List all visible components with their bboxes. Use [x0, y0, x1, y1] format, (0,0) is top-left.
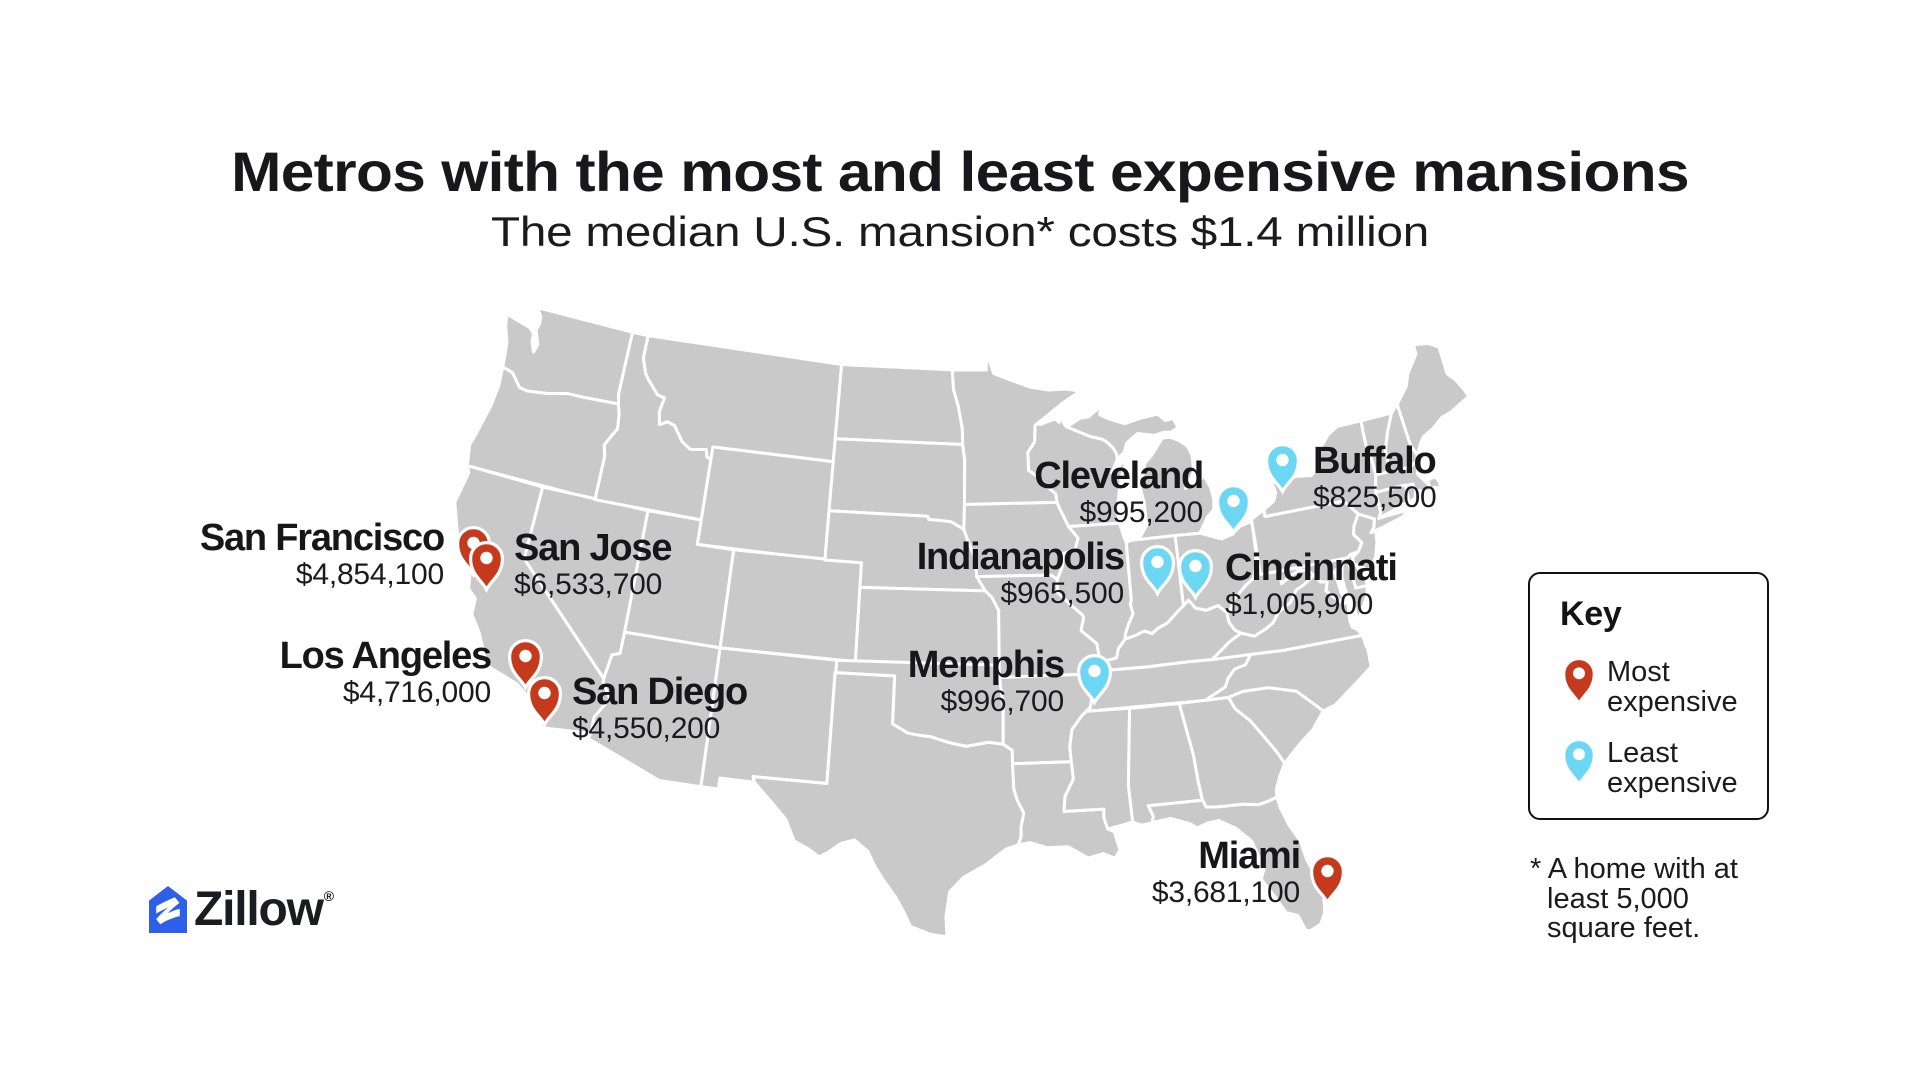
city-name: Memphis [907, 644, 1065, 686]
city-price: $1,005,900 [1225, 588, 1374, 621]
map-pin-buffalo [1264, 443, 1300, 496]
zillow-wordmark: Zillow [194, 883, 324, 936]
map-pin-san-diego [526, 676, 562, 729]
most-expensive-pin-icon [1562, 657, 1596, 708]
city-name: San Diego [572, 671, 748, 713]
city-price: $996,700 [940, 685, 1064, 718]
state-mi [1065, 404, 1216, 541]
key-item-label: Least expensive [1607, 737, 1738, 799]
city-label-san-jose: San Jose $6,533,700 [514, 527, 672, 601]
city-label-los-angeles: Los Angeles $4,716,000 [279, 635, 493, 709]
city-label-cleveland: Cleveland $995,200 [1034, 455, 1204, 529]
state-wi [1026, 415, 1130, 528]
map-pin-memphis [1076, 654, 1112, 707]
city-label-san-francisco: San Francisco $4,854,100 [199, 517, 445, 591]
page-subtitle: The median U.S. mansion* costs $1.4 mill… [491, 208, 1429, 255]
map-pin-cleveland [1215, 484, 1251, 537]
key-item-label: Most expensive [1607, 656, 1738, 718]
key-item-least: Least expensive [1562, 738, 1757, 798]
least-expensive-pin-icon [1562, 738, 1596, 789]
city-price: $4,550,200 [572, 712, 721, 745]
state-ms [1062, 705, 1135, 831]
map-pin-cincinnati [1177, 549, 1213, 602]
map-pin-indianapolis [1139, 545, 1175, 598]
page-title: Metros with the most and least expensive… [231, 140, 1689, 203]
map-pin-los-angeles [507, 639, 543, 692]
city-name: San Jose [514, 527, 672, 569]
map-pin-miami [1309, 854, 1345, 907]
state-nd [833, 363, 965, 446]
state-wy [695, 445, 835, 562]
city-price: $4,854,100 [295, 558, 444, 591]
city-name: Miami [1198, 835, 1301, 877]
key-title: Key [1560, 595, 1622, 633]
city-name: Cleveland [1034, 455, 1204, 497]
registered-mark: ®︎ [323, 888, 335, 904]
map-pin-san-jose [468, 541, 504, 594]
city-label-buffalo: Buffalo $825,500 [1313, 440, 1437, 513]
city-price: $3,681,100 [1151, 876, 1300, 909]
city-name: San Francisco [199, 517, 445, 559]
city-label-miami: Miami $3,681,100 [1151, 835, 1301, 909]
city-price: $825,500 [1313, 481, 1437, 514]
city-name: Indianapolis [916, 536, 1125, 578]
city-price: $965,500 [1000, 577, 1124, 610]
key-legend: Key Most expensive Least expensive [1528, 572, 1769, 820]
state-nc [1203, 633, 1373, 713]
city-label-memphis: Memphis $996,700 [907, 644, 1065, 718]
city-price: $4,716,000 [342, 676, 491, 709]
city-name: Los Angeles [279, 635, 493, 677]
city-name: Cincinnati [1225, 547, 1398, 589]
city-price: $6,533,700 [514, 568, 663, 601]
city-label-cincinnati: Cincinnati $1,005,900 [1225, 547, 1398, 621]
city-label-san-diego: San Diego $4,550,200 [572, 671, 748, 745]
city-name: Buffalo [1313, 440, 1437, 482]
city-label-indianapolis: Indianapolis $965,500 [916, 536, 1125, 610]
state-md [1278, 556, 1369, 624]
state-co [718, 548, 863, 664]
state-me [1395, 341, 1471, 457]
footnote: * A home with at least 5,000 square feet… [1530, 853, 1738, 944]
zillow-logo: Zillow ®︎ [149, 883, 335, 936]
key-item-most: Most expensive [1562, 657, 1757, 717]
city-price: $995,200 [1079, 496, 1203, 529]
zillow-house-icon [149, 886, 187, 933]
state-tx [751, 671, 1026, 939]
